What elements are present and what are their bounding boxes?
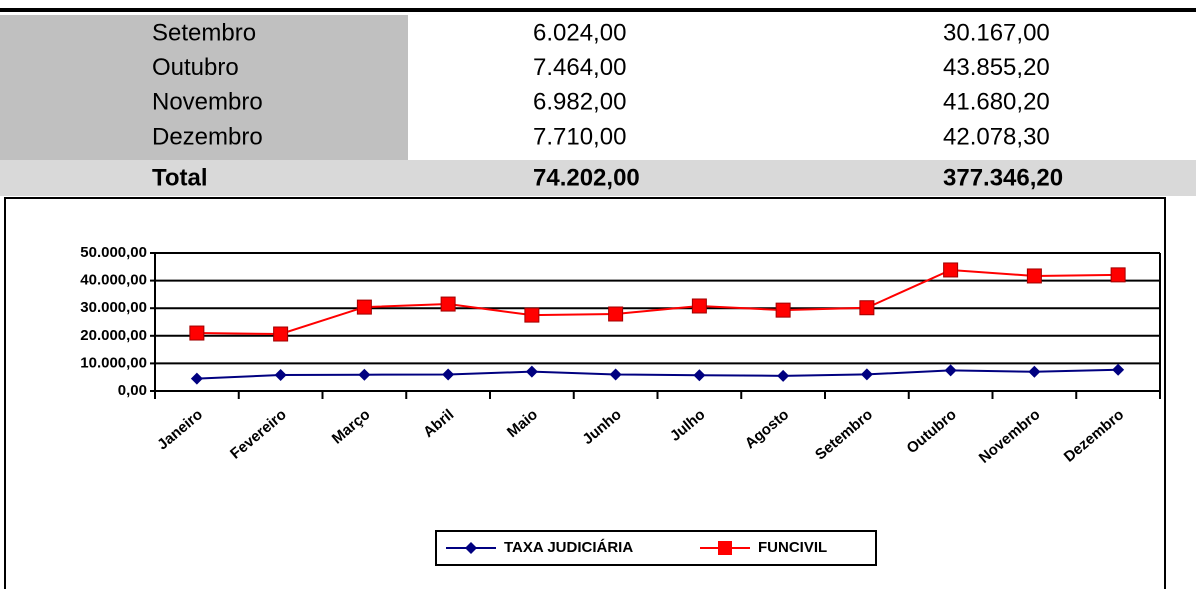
point-marker: [860, 368, 873, 381]
point-marker: [1026, 268, 1042, 284]
point-marker: [943, 262, 959, 278]
table-cell: Outubro: [152, 54, 239, 81]
point-marker: [189, 325, 205, 341]
point-marker: [777, 369, 790, 382]
x-tick-label: Janeiro: [154, 406, 206, 453]
point-marker: [190, 372, 203, 385]
point-marker: [358, 368, 371, 381]
point-marker: [1110, 267, 1126, 283]
x-tick-label: Maio: [504, 406, 541, 441]
x-tick-label: Fevereiro: [227, 406, 290, 462]
total-cell: Total: [152, 164, 208, 191]
point-marker: [609, 368, 622, 381]
table-cell: 41.680,20: [943, 89, 1050, 116]
x-tick-label: Novembro: [976, 406, 1044, 467]
point-marker: [608, 306, 624, 322]
x-tick-label: Abril: [420, 406, 457, 441]
x-tick-label: Agosto: [742, 406, 793, 452]
table-cell: 7.464,00: [533, 54, 626, 81]
table-cell: 42.078,30: [943, 123, 1050, 150]
series-line: [196, 268, 1119, 336]
table-cell: Setembro: [152, 19, 256, 46]
series-line: [196, 368, 1119, 380]
point-marker: [440, 296, 456, 312]
table-cell: 7.710,00: [533, 123, 626, 150]
legend-label: TAXA JUDICIÁRIA: [504, 539, 633, 556]
point-marker: [691, 298, 707, 314]
point-marker: [1028, 365, 1041, 378]
x-tick-label: Outubro: [904, 406, 960, 457]
x-tick-label: Setembro: [812, 406, 876, 463]
table-cell: 6.982,00: [533, 89, 626, 116]
table-cell: 30.167,00: [943, 19, 1050, 46]
point-marker: [274, 368, 287, 381]
total-row-bg: [0, 160, 1196, 196]
total-cell: 377.346,20: [943, 164, 1063, 191]
point-marker: [356, 299, 372, 315]
point-marker: [693, 369, 706, 382]
table-cell: Dezembro: [152, 123, 263, 150]
legend-marker: [718, 541, 732, 555]
point-marker: [273, 326, 289, 342]
y-tick-label: 40.000,00: [80, 272, 147, 289]
legend-marker: [465, 542, 477, 554]
total-cell: 74.202,00: [533, 164, 640, 191]
point-marker: [525, 365, 538, 378]
chart-frame: [4, 197, 1166, 589]
point-marker: [442, 368, 455, 381]
label-column-bg: [0, 15, 408, 160]
x-tick-label: Dezembro: [1061, 406, 1127, 466]
table-cell: Novembro: [152, 89, 263, 116]
point-marker: [775, 302, 791, 318]
point-marker: [859, 300, 875, 316]
point-marker: [524, 307, 540, 323]
y-tick-label: 20.000,00: [80, 327, 147, 344]
table-top-border: [0, 8, 1196, 12]
table-cell: 6.024,00: [533, 19, 626, 46]
legend-box: [435, 530, 877, 566]
point-marker: [1112, 363, 1125, 376]
x-tick-label: Março: [329, 406, 374, 447]
point-marker: [944, 364, 957, 377]
y-tick-label: 50.000,00: [80, 244, 147, 261]
y-tick-label: 10.000,00: [80, 354, 147, 371]
legend-label: FUNCIVIL: [758, 539, 827, 556]
y-tick-label: 0,00: [118, 382, 147, 399]
y-tick-label: 30.000,00: [80, 299, 147, 316]
table-cell: 43.855,20: [943, 54, 1050, 81]
x-tick-label: Julho: [667, 406, 709, 445]
x-tick-label: Junho: [579, 406, 624, 448]
